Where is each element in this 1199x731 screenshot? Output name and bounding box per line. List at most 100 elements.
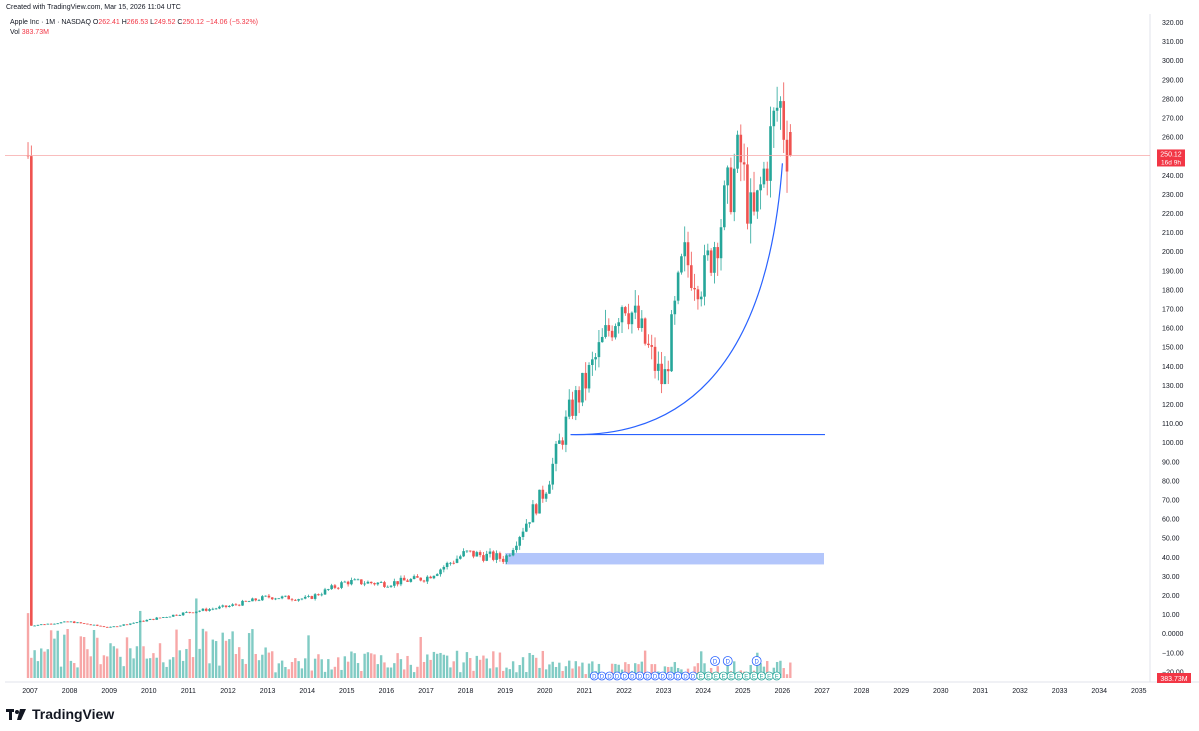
volume-bar [181,660,185,678]
volume-bar [528,653,531,678]
volume-bar [241,659,244,678]
volume-bar [617,664,620,678]
candle-body [264,595,267,597]
event-marker-label: D [638,675,643,681]
volume-bar [224,640,228,678]
candle-body [109,626,112,628]
volume-bar [515,672,518,678]
legend: Apple Inc · 1M · NASDAQ O262.41 H266.53 … [10,18,258,38]
candle-body [670,314,673,372]
candle-body [72,621,76,624]
volume-bar [478,659,482,678]
x-tick-label: 2026 [775,688,791,695]
y-tick-label: 80.00 [1162,478,1180,485]
candle-body [442,567,446,570]
candle-body [406,580,409,582]
volume-bar [30,657,33,678]
volume-bar [198,648,201,678]
event-marker-label: D [592,675,597,681]
volume-bar [290,662,294,678]
candle-body [587,364,591,389]
price-chart[interactable]: 320.00 310.00 300.00 290.00 280.00 270.00 260.… [0,0,1199,700]
volume-bar [785,674,789,678]
volume-bar [247,633,251,678]
volume-bar [89,656,92,678]
candle-body [769,126,772,181]
x-tick-label: 2024 [695,688,711,695]
event-marker-label: D [630,675,635,681]
candle-body [525,523,528,532]
volume-bar [211,639,215,678]
candle-body [607,325,611,331]
symbol-title[interactable]: Apple Inc · 1M · NASDAQ [10,19,91,26]
volume-bar [277,663,281,678]
watermark-header: Created with TradingView.com, Mar 15, 20… [6,4,181,11]
candle-body [122,624,126,626]
y-tick-label: 10.00 [1162,612,1180,619]
candle-body [412,576,416,580]
candle-body [501,558,505,562]
volume-bar [172,657,175,678]
event-marker-label: E [744,675,748,681]
candle-body [591,359,594,365]
dividend-marker-label: D [713,660,718,666]
x-tick-label: 2015 [339,688,355,695]
volume-bar [673,662,677,678]
candle-body [432,575,436,579]
candle-body [604,325,607,337]
low-label: L [150,19,155,26]
dividend-marker [710,656,720,666]
candle-body [703,255,706,297]
event-marker-label: D [645,675,650,681]
candle-body [739,134,743,163]
candle-body [115,626,119,628]
volume-bar [178,650,182,678]
volume-bar [155,657,158,678]
candle-body [211,608,215,610]
volume-bar [551,661,554,678]
candle-body [594,357,597,360]
candle-body [224,605,228,607]
brand-name: TradingView [32,706,115,722]
volume-bar [234,654,238,678]
candle-body [386,586,390,588]
candle-body [241,600,244,606]
candle-body [584,372,588,389]
event-marker-label: D [683,675,688,681]
candle-body [188,611,192,613]
volume-bar [624,662,627,678]
candle-body [577,390,581,403]
candle-body [30,156,33,626]
volume-bar [99,664,102,678]
candle-body [617,322,621,327]
x-tick-label: 2017 [418,688,434,695]
x-tick-label: 2028 [854,688,870,695]
volume-bar [294,658,297,678]
volume-bar [261,654,264,678]
brand[interactable]: TradingView [6,706,114,722]
volume-bar [366,652,370,678]
change-value: −14.06 (−5.32%) [205,19,259,26]
volume-bar [59,666,63,678]
candle-body [723,185,726,228]
volume-bar [231,631,234,678]
candle-body [729,167,733,213]
x-tick-label: 2021 [577,688,593,695]
candle-body [511,550,515,556]
volume-bar [264,647,267,678]
volume-bar [152,653,155,678]
x-tick-label: 2016 [379,688,395,695]
candle-body [683,242,687,257]
volume-bar [254,653,257,678]
volume-bar [544,669,548,678]
volume-bar [782,668,785,678]
candle-body [33,625,36,627]
volume-bar [40,648,43,678]
candle-body [148,618,152,620]
dividend-marker-label: D [726,660,731,666]
y-tick-label: 90.00 [1162,459,1180,466]
y-tick-label: 220.00 [1162,211,1184,218]
volume-bar [597,663,601,678]
candle-body [356,579,360,581]
x-tick-label: 2033 [1052,688,1068,695]
